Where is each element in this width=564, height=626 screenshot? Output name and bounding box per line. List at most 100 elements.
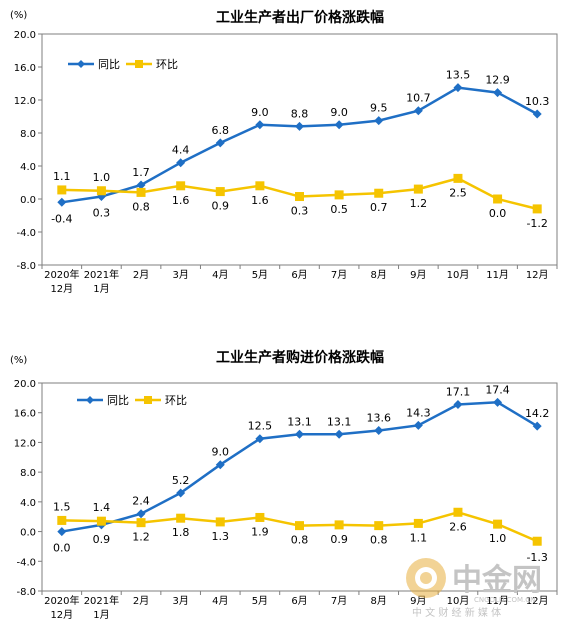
- data-label-mom: 0.8: [132, 200, 150, 213]
- data-point-mom: [255, 181, 265, 191]
- data-point-mom: [413, 518, 423, 528]
- data-label-mom: 1.1: [53, 170, 71, 183]
- data-point-yoy: [334, 429, 344, 439]
- data-point-yoy: [176, 488, 186, 498]
- y-tick-label: 8.0: [20, 129, 36, 140]
- data-label-yoy: 1.7: [132, 166, 150, 179]
- data-label-yoy: 17.1: [446, 386, 471, 399]
- data-point-mom: [295, 192, 304, 202]
- data-point-mom: [295, 521, 304, 531]
- x-tick-label: 2020年: [44, 594, 79, 607]
- data-point-yoy: [255, 120, 265, 130]
- data-point-mom: [334, 520, 344, 530]
- data-point-yoy: [532, 109, 542, 119]
- data-label-yoy: 9.0: [330, 106, 348, 119]
- data-point-mom: [532, 536, 542, 546]
- x-tick-label: 8月: [371, 269, 387, 281]
- data-label-mom: 1.2: [132, 531, 150, 544]
- legend-marker: [77, 60, 85, 68]
- y-unit-label: (%): [10, 10, 27, 21]
- y-tick-label: 12.0: [14, 438, 36, 449]
- y-tick-label: -8.0: [16, 587, 36, 598]
- data-point-mom: [374, 188, 384, 198]
- y-tick-label: 20.0: [14, 30, 36, 41]
- data-point-yoy: [532, 421, 542, 431]
- watermark-logo-icon: [406, 558, 446, 598]
- data-label-mom: 1.4: [93, 501, 111, 514]
- data-label-mom: -1.3: [526, 551, 547, 564]
- y-tick-label: 20.0: [14, 379, 36, 390]
- y-tick-label: 8.0: [20, 468, 36, 479]
- data-label-yoy: 13.1: [287, 415, 312, 428]
- data-label-mom: 0.0: [489, 207, 507, 220]
- data-label-yoy: 13.5: [446, 69, 471, 82]
- x-tick-label: 2月: [133, 595, 149, 607]
- data-label-yoy: 9.5: [370, 102, 388, 115]
- x-tick-label: 7月: [331, 269, 347, 281]
- x-tick-label: 9月: [410, 269, 426, 281]
- x-tick-label: 6月: [291, 269, 307, 281]
- data-point-yoy: [57, 197, 67, 207]
- data-label-mom: 1.2: [410, 197, 428, 210]
- data-label-mom: 1.3: [212, 530, 230, 543]
- data-label-mom: 1.6: [251, 194, 269, 207]
- purchase-price-chart: 工业生产者购进价格涨跌幅 (%) 20.0 16.0 12.0 8.0 4.0 0.0 -4.0…: [10, 349, 558, 621]
- chart-title: 工业生产者购进价格涨跌幅: [216, 349, 384, 366]
- data-label-mom: 2.5: [449, 186, 467, 199]
- data-point-yoy: [493, 397, 503, 407]
- data-point-mom: [176, 513, 186, 523]
- y-tick-label: 16.0: [14, 409, 36, 420]
- series-line-yoy: [61, 86, 538, 204]
- x-tick-label: 11月: [486, 269, 509, 281]
- x-tick-label: 4月: [212, 595, 228, 607]
- data-label-mom: 1.0: [489, 532, 507, 545]
- data-point-yoy: [136, 180, 146, 190]
- data-point-mom: [255, 512, 265, 522]
- x-tick-label: 5月: [252, 595, 268, 607]
- data-point-mom: [374, 521, 384, 531]
- data-label-mom: 0.9: [330, 533, 348, 546]
- data-point-yoy: [176, 158, 186, 168]
- data-label-yoy: 14.2: [525, 407, 550, 420]
- legend-marker: [86, 396, 94, 404]
- data-point-yoy: [453, 400, 463, 410]
- data-point-yoy: [215, 138, 225, 148]
- x-tick-label: 3月: [172, 595, 188, 607]
- data-point-mom: [493, 194, 503, 204]
- data-label-yoy: 2.4: [132, 495, 150, 508]
- x-tick-label: 6月: [291, 595, 307, 607]
- data-label-yoy: 9.0: [251, 106, 269, 119]
- legend-label: 同比: [107, 394, 129, 407]
- legend-label: 环比: [165, 394, 187, 407]
- x-tick-label: 12月: [50, 283, 73, 295]
- legend-label: 同比: [98, 58, 120, 71]
- data-label-yoy: 14.3: [406, 406, 431, 419]
- data-label-mom: 0.3: [291, 205, 309, 218]
- y-tick-label: 4.0: [20, 498, 36, 509]
- data-point-mom: [493, 519, 503, 529]
- data-label-mom: 0.8: [370, 534, 388, 547]
- x-tick-label: 1月: [93, 609, 109, 621]
- y-tick-label: 0.0: [20, 528, 36, 539]
- data-point-yoy: [334, 120, 344, 130]
- data-point-mom: [453, 507, 463, 517]
- y-tick-label: 16.0: [14, 63, 36, 74]
- data-label-yoy: 8.8: [291, 107, 309, 120]
- data-point-yoy: [295, 121, 304, 131]
- data-point-mom: [215, 187, 225, 197]
- legend-marker: [135, 60, 143, 68]
- x-tick-label: 12月: [526, 595, 549, 607]
- data-label-mom: 1.1: [410, 531, 428, 544]
- y-tick-label: -4.0: [16, 557, 36, 568]
- watermark-domain: CNGOLD.COM.CN: [474, 596, 535, 604]
- data-point-mom: [57, 515, 67, 525]
- x-tick-label: 9月: [410, 595, 426, 607]
- data-label-mom: 1.0: [93, 171, 111, 184]
- x-tick-label: 2020年: [44, 268, 79, 281]
- data-point-mom: [413, 184, 423, 194]
- x-tick-label: 2月: [133, 269, 149, 281]
- data-point-yoy: [215, 460, 225, 470]
- data-point-mom: [136, 518, 146, 528]
- plot-frame: [41, 33, 558, 266]
- ppi-chart: 工业生产者出厂价格涨跌幅 (%) 20.0 16.0 12.0 8.0 4.0 0.0 -4.0…: [10, 9, 558, 295]
